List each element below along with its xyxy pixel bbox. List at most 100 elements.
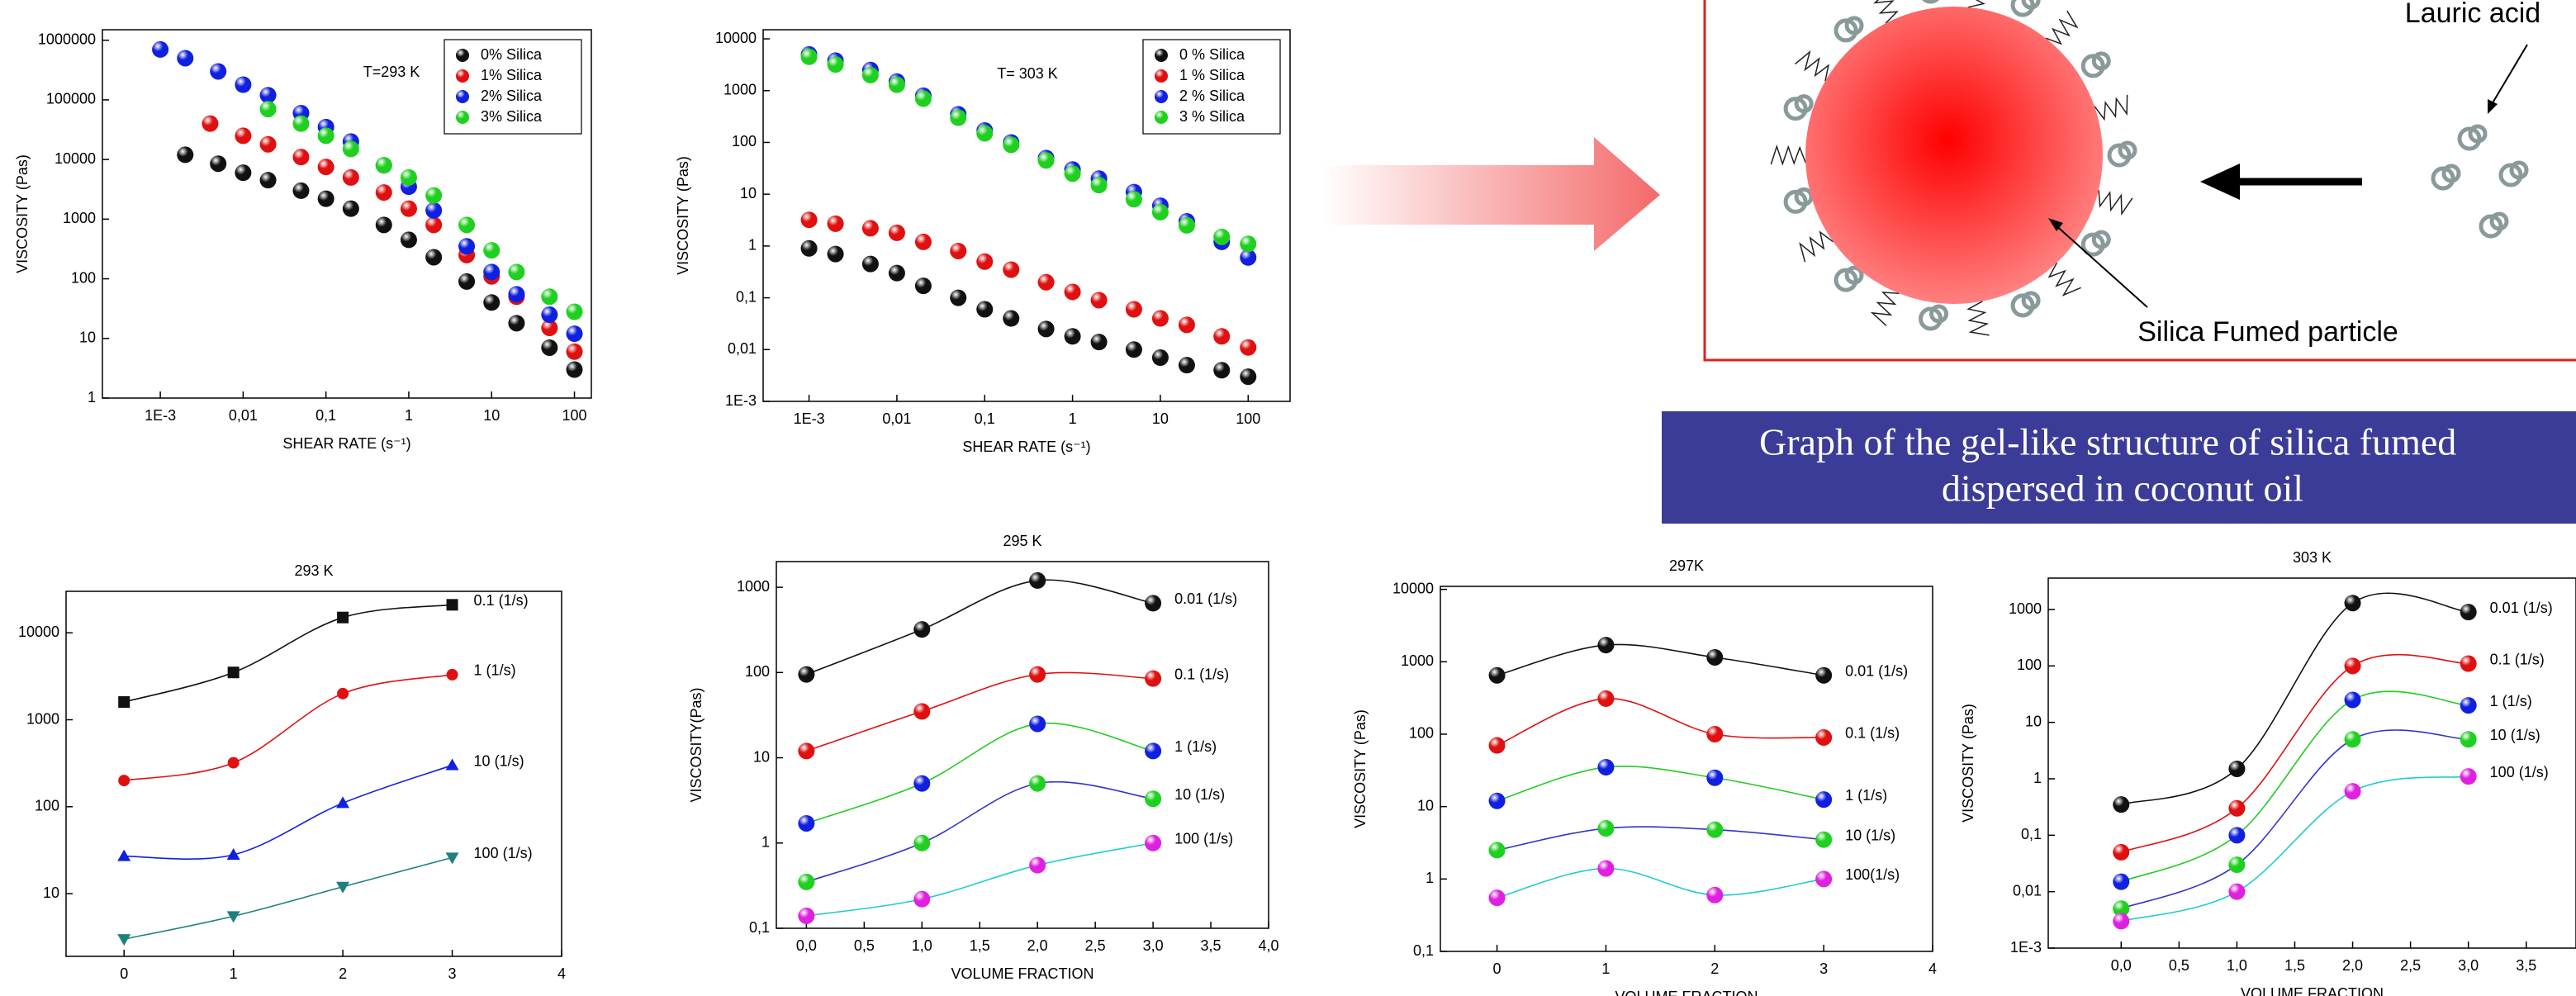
point [1815,831,1833,848]
acid-loop [1834,18,1858,43]
point [1488,842,1506,859]
fit-curve [124,856,453,940]
fit-curve [2120,729,2469,909]
point [2113,796,2130,813]
x-axis-label: VOLUME FRACTION [951,965,1093,982]
x-tick-label: 1,5 [2284,957,2305,974]
plot-frame [102,29,592,399]
y-tick-label: 0,1 [2021,826,2042,842]
point [177,50,194,67]
point [800,240,818,257]
y-tick-label: 10 [740,185,757,202]
x-tick-label: 2,5 [1085,937,1106,954]
point [1488,737,1506,754]
point [1178,316,1195,334]
fit-curve [806,671,1154,752]
y-tick-label: 100 [2017,657,2042,673]
acid-chain [1873,0,1899,24]
point [2460,697,2477,714]
point [1003,310,1020,327]
banner-line: dispersed in coconut oil [1942,467,2303,510]
point [914,233,932,250]
point [1178,357,1195,374]
point [483,242,500,259]
point [1597,860,1615,877]
legend-swatch [456,49,469,62]
pointer [2490,44,2528,107]
x-tick-label: 2 [339,965,347,982]
acid-loop [1783,189,1808,214]
y-axis-label: VISCOSITY (Pas) [1960,704,1976,823]
point [1003,261,1020,278]
point [1815,728,1833,746]
x-tick-label: 10 [1152,410,1169,427]
point [177,146,194,164]
plot-frame [1440,586,1933,952]
x-tick-label: 3,0 [1143,937,1164,954]
x-tick-label: 2,0 [2342,957,2363,974]
point [446,599,458,611]
flow-arrow [1321,137,1660,251]
chart: 0123410100100010000VOLUME FRACTIONVISCOS… [18,562,566,996]
x-tick-label: 2 [1710,960,1719,977]
point [1125,341,1142,358]
diagram-frame [1703,0,2576,362]
point [1488,792,1506,809]
point [2344,783,2361,800]
fit-curve [806,722,1154,824]
x-tick-label: 4 [1928,960,1937,977]
acid-loop [2509,160,2529,180]
point [458,273,476,290]
y-tick-label: 1 [748,237,757,254]
series-label: 1 (1/s) [1845,787,1887,804]
series-label: 1 (1/s) [2490,693,2532,709]
point [317,159,334,176]
point [292,115,310,132]
series-label: 10 (1/s) [474,752,524,769]
point [400,168,417,186]
x-tick-label: 0,1 [315,407,336,424]
y-tick-label: 0,1 [1413,942,1434,959]
series-label: 10 (1/s) [2490,727,2540,743]
point [541,288,558,306]
acid-loop [1922,0,1939,4]
y-tick-label: 10 [79,330,96,346]
point [235,76,252,93]
x-tick-label: 0,0 [2111,957,2132,974]
point [292,182,310,199]
y-tick-label: 10 [753,748,770,765]
point [976,125,994,142]
x-tick-label: 0 [120,965,128,982]
arrow-head [2200,164,2240,200]
point [226,911,240,923]
point [458,216,476,234]
y-tick-label: 0,01 [2013,882,2042,899]
acid-loop [2021,0,2041,10]
x-tick-label: 1 [1601,960,1610,977]
fit-curve [123,604,453,703]
acid-loop [2080,54,2105,78]
legend-label: 2% Silica [481,88,543,104]
point [1037,320,1055,338]
point [913,703,931,720]
point [1125,191,1142,208]
point [445,852,459,865]
acid-loop [1844,265,1864,285]
acid-loop [2010,293,2035,318]
point [888,76,905,93]
acid-loop [2091,51,2111,71]
point [342,200,359,217]
point [541,320,558,337]
point [1597,690,1615,707]
point [976,253,994,270]
y-tick-label: 1000 [26,710,59,727]
series-label: 100(1/s) [1845,866,1900,883]
point [1064,328,1081,345]
chart-title: T=293 K [363,64,420,80]
lauric-chains [1770,0,2529,336]
y-tick-label: 10000 [1392,580,1434,596]
point [446,668,458,681]
pointer-head [2048,218,2063,231]
point [259,101,277,118]
point [798,666,815,683]
